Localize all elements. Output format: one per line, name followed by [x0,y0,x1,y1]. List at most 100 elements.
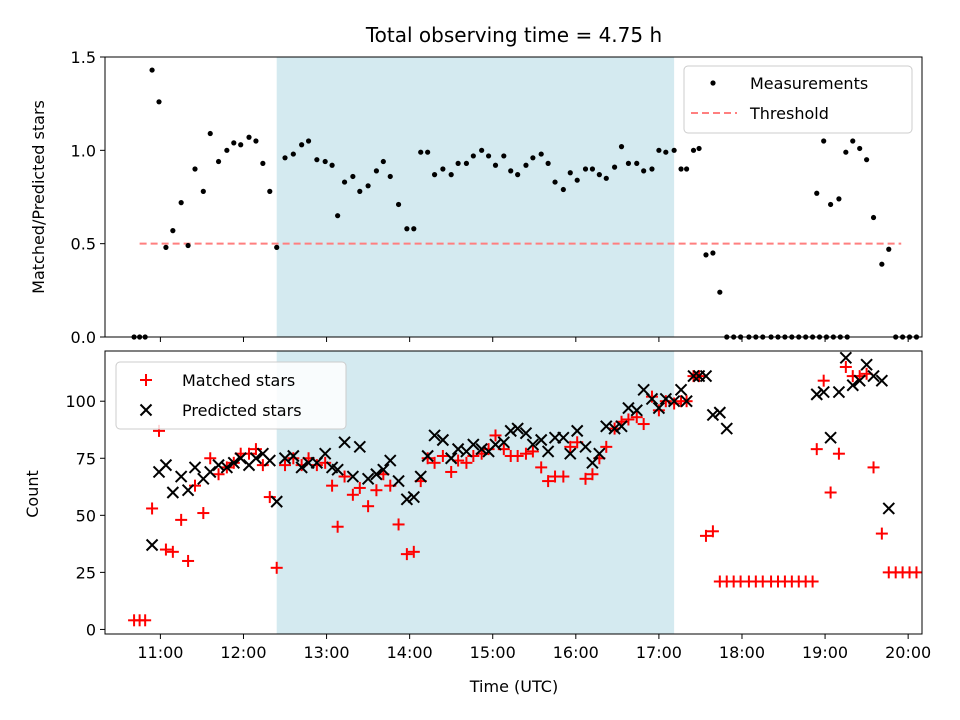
predicted-star-point [846,379,859,392]
y-tick-label: 1.5 [71,48,96,67]
measurement-point [207,130,213,137]
predicted-star-point [392,474,405,488]
measurement-point [411,226,417,232]
matched-star-point [263,491,276,504]
predicted-star-point [159,458,173,472]
x-tick-label: 17:00 [636,643,682,662]
predicted-star-point [407,490,421,504]
legend-box [683,65,913,134]
measurement-point [395,201,402,208]
predicted-star-point [370,468,383,481]
predicted-star-point [541,445,555,458]
matched-star-point [511,449,524,462]
measurement-point [387,173,393,180]
measurement-point [696,145,702,152]
predicted-star-point [839,351,853,365]
measurement-point [671,147,677,153]
predicted-star-point [204,465,217,479]
predicted-star-point [353,440,367,454]
measurement-point [470,153,476,159]
measurement-point [618,144,625,150]
matched-star-point [256,459,269,472]
measurement-point [163,244,169,250]
predicted-star-point [564,447,577,460]
x-tick-label: 13:00 [304,643,350,662]
matched-star-point [910,566,923,579]
matched-star-point [287,452,300,465]
x-tick-label: 19:00 [802,643,848,662]
measurement-point [455,160,461,166]
predicted-star-point [428,429,441,442]
predicted-star-point [652,401,666,415]
matched-star-point [824,486,837,499]
count-panel: 11:00 12:00 13:00 14:00 15:00 16:00 17:00 18:00… [65,350,931,662]
x-tick-label: 14:00 [387,643,433,662]
measurement-point [238,142,244,148]
matched-star-point [482,443,495,456]
predicted-star-point [557,431,570,444]
predicted-star-point [593,447,606,460]
measurement-point [603,175,609,181]
measurement-point [418,149,424,155]
matched-star-point [346,488,359,501]
x-tick-label: 20:00 [885,643,931,662]
measurement-point [649,166,655,172]
predicted-star-point [287,449,300,463]
predicted-star-point [586,456,599,470]
predicted-star-point [687,369,700,383]
legend-marker-matched [140,374,152,386]
measurement-point [170,228,176,234]
measurement-point [843,149,849,155]
measurement-point [492,162,499,168]
measurement-point [814,190,820,196]
matched-star-point [400,548,413,561]
y-tick-label: 100 [65,392,96,411]
predicted-star-point [414,470,427,483]
matched-star-point [436,449,449,462]
matched-star-point [839,360,852,373]
matched-star-point [579,472,592,485]
measurement-point [508,168,514,174]
predicted-star-point [475,442,488,456]
measurement-point [253,138,259,144]
matched-star-point [586,468,599,481]
matched-star-point [146,502,159,515]
predicted-star-point [249,452,263,465]
measurement-point [545,160,551,166]
count-legend: Matched stars Predicted stars [115,361,347,430]
measurement-point [314,157,320,163]
x-axis-label: Time (UTC) [469,677,558,696]
predicted-star-point [674,383,688,397]
predicted-star-point [444,452,458,465]
predicted-star-point [832,385,846,399]
predicted-star-point [860,358,873,371]
measurement-point [485,153,492,159]
matched-star-point [467,449,480,462]
matched-star-point [362,500,375,513]
predicted-star-point [166,486,180,499]
measurement-point [463,160,470,166]
matched-star-point [310,459,323,472]
predicted-star-point [497,436,511,449]
measurement-point [857,145,863,152]
predicted-star-point [720,422,733,435]
measurement-point [178,200,184,206]
predicted-star-point [384,454,397,467]
matched-star-point [407,545,420,558]
measurement-point [156,99,162,105]
predicted-star-point [579,440,592,454]
matched-star-point [270,561,283,574]
matched-star-point [810,443,823,456]
measurement-point [634,160,640,166]
measurement-point [717,289,723,295]
predicted-star-point [667,395,681,408]
matched-star-point [519,447,532,460]
measurement-point [431,172,438,178]
ratio-y-axis-label: Matched/Predicted stars [29,100,48,294]
measurement-point [515,172,521,178]
predicted-star-point [570,424,584,438]
legend-box [115,361,347,430]
matched-star-point [279,459,292,472]
y-tick-label: 1.0 [71,141,96,160]
